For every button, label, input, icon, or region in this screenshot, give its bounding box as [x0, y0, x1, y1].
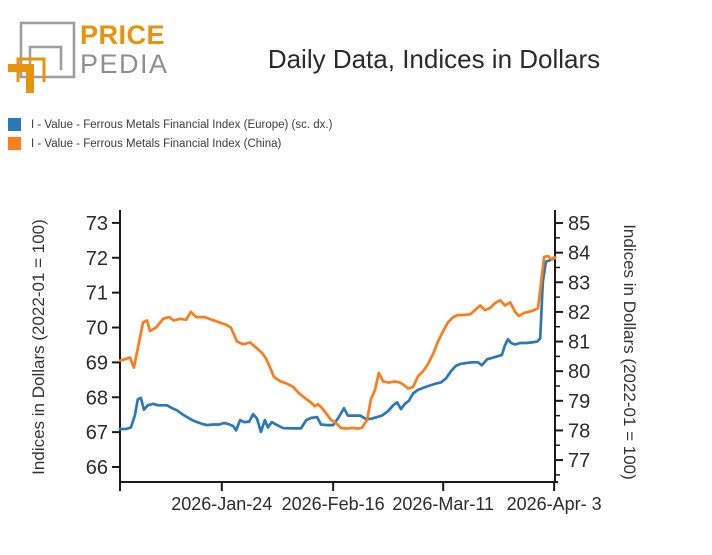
svg-text:72: 72 — [86, 248, 108, 270]
svg-text:Indices in Dollars (2022-01 =: Indices in Dollars (2022-01 = 100) — [29, 219, 48, 475]
chart-legend: I - Value - Ferrous Metals Financial Ind… — [8, 115, 332, 153]
legend-swatch-china-icon — [8, 137, 21, 150]
pricepedia-logo-text: PRICE PEDIA — [80, 22, 169, 78]
svg-text:70: 70 — [86, 318, 108, 340]
svg-text:67: 67 — [86, 422, 108, 444]
svg-text:82: 82 — [568, 302, 590, 324]
svg-text:71: 71 — [86, 283, 108, 305]
svg-text:2026-Mar-11: 2026-Mar-11 — [392, 494, 494, 514]
page-title: Daily Data, Indices in Dollars — [267, 44, 601, 74]
svg-text:68: 68 — [86, 387, 108, 409]
svg-text:2026-Feb-16: 2026-Feb-16 — [282, 494, 385, 514]
svg-text:69: 69 — [86, 352, 108, 374]
svg-text:81: 81 — [568, 332, 590, 354]
svg-text:84: 84 — [568, 243, 590, 265]
svg-text:Indices in Dollars (2022-01 =: Indices in Dollars (2022-01 = 100) — [620, 224, 639, 480]
svg-text:78: 78 — [568, 420, 590, 442]
svg-text:79: 79 — [568, 391, 590, 413]
logo-word-price: PRICE — [80, 20, 166, 50]
legend-item-china: I - Value - Ferrous Metals Financial Ind… — [8, 134, 332, 153]
svg-text:83: 83 — [568, 272, 590, 294]
legend-label-europe: I - Value - Ferrous Metals Financial Ind… — [31, 118, 333, 131]
logo-word-pedia: PEDIA — [80, 49, 169, 79]
svg-text:66: 66 — [86, 457, 108, 479]
svg-text:2026-Jan-24: 2026-Jan-24 — [171, 494, 272, 514]
svg-text:2026-Apr- 3: 2026-Apr- 3 — [507, 494, 602, 514]
svg-text:73: 73 — [86, 213, 108, 235]
legend-item-europe: I - Value - Ferrous Metals Financial Ind… — [8, 115, 332, 134]
pricepedia-logo-icon — [8, 21, 76, 93]
legend-label-china: I - Value - Ferrous Metals Financial Ind… — [31, 137, 282, 150]
svg-text:85: 85 — [568, 213, 590, 235]
svg-text:80: 80 — [568, 361, 590, 383]
svg-text:77: 77 — [568, 450, 590, 472]
legend-swatch-europe-icon — [8, 118, 21, 131]
